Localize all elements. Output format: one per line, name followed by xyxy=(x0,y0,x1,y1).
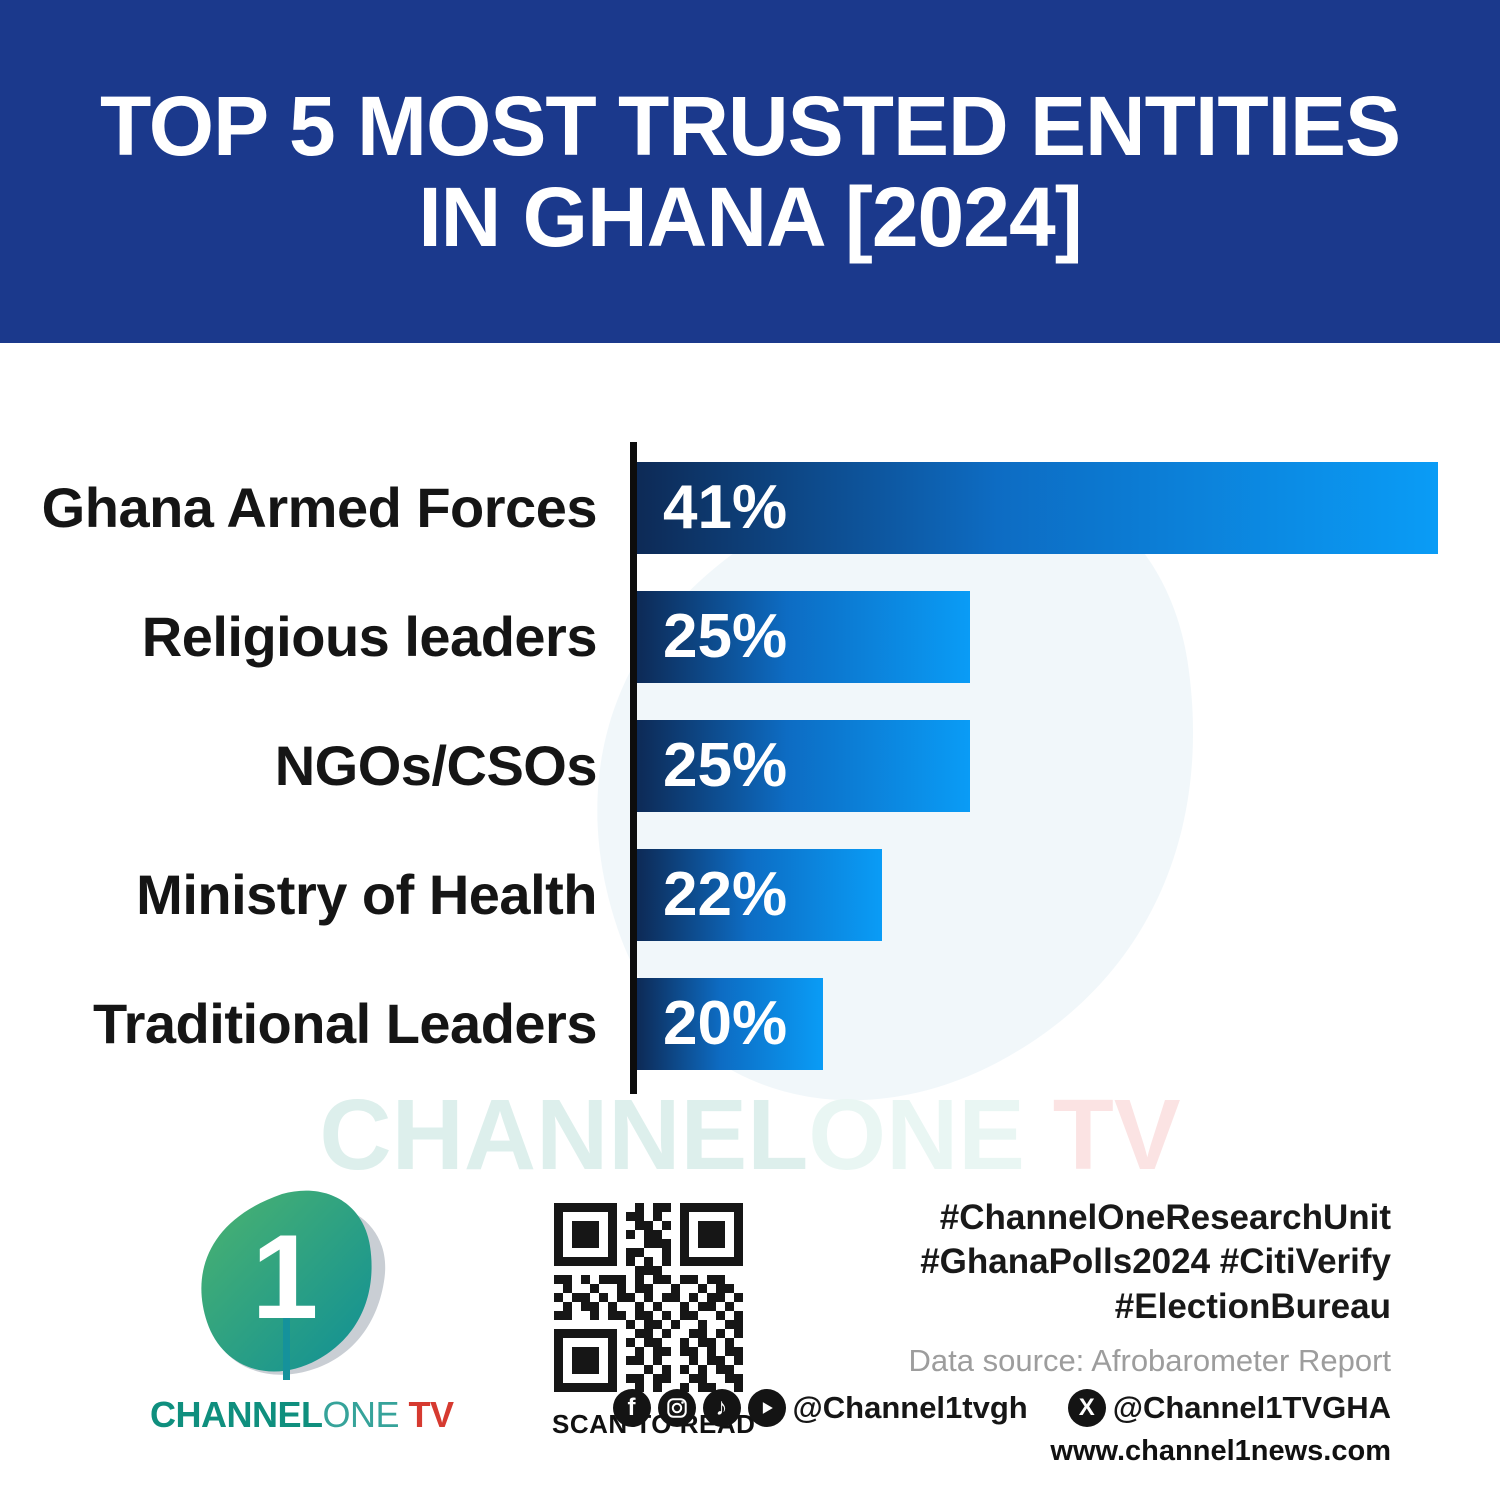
hashtag-line-1: #ChannelOneResearchUnit xyxy=(939,1198,1391,1237)
footer-right-column: #ChannelOneResearchUnit #GhanaPolls2024 … xyxy=(612,1196,1391,1468)
tiktok-icon: ♪ xyxy=(702,1389,741,1428)
header-banner: TOP 5 MOST TRUSTED ENTITIES IN GHANA [202… xyxy=(0,0,1500,343)
bar-label-religious-leaders: Religious leaders xyxy=(141,605,598,668)
handle-main: @Channel1tvgh xyxy=(792,1390,1028,1426)
bar-value: 41% xyxy=(663,473,788,542)
bar-label-ministry-of-health: Ministry of Health xyxy=(136,863,597,926)
youtube-icon xyxy=(747,1389,786,1428)
bar-chart: Ghana Armed Forces 41% Religious leaders… xyxy=(0,400,1500,1120)
watermark-tv: TV xyxy=(1025,1079,1181,1191)
svg-text:1: 1 xyxy=(252,1210,319,1344)
website-url: www.channel1news.com xyxy=(1050,1435,1391,1468)
chart-axis xyxy=(630,442,637,1094)
social-row: f ♪ @Channel1tvgh X @Channel1TVGHA xyxy=(612,1389,1391,1428)
wordmark-one: ONE xyxy=(322,1394,400,1435)
title-line-1: TOP 5 MOST TRUSTED ENTITIES xyxy=(99,78,1401,173)
qr-code xyxy=(553,1203,743,1392)
instagram-icon xyxy=(657,1389,696,1428)
watermark-one: ONE xyxy=(808,1079,1025,1191)
channel-one-logo: 1 CHANNELONE TV xyxy=(150,1180,454,1436)
x-icon: X xyxy=(1067,1389,1106,1428)
bar-value: 25% xyxy=(663,731,788,800)
bar-religious-leaders: 25% xyxy=(637,591,970,683)
page-title: TOP 5 MOST TRUSTED ENTITIES IN GHANA [202… xyxy=(99,78,1401,264)
qr-block: SCAN TO READ xyxy=(552,1203,755,1440)
bar-label-traditional-leaders: Traditional Leaders xyxy=(93,992,598,1055)
bar-label-ngos-csos: NGOs/CSOs xyxy=(274,734,598,797)
bar-value: 22% xyxy=(663,860,788,929)
facebook-icon: f xyxy=(612,1389,651,1428)
wordmark-channel: CHANNEL xyxy=(150,1394,323,1435)
title-line-2: IN GHANA [2024] xyxy=(418,169,1082,264)
bar-ministry-of-health: 22% xyxy=(637,849,882,941)
handle-x: @Channel1TVGHA xyxy=(1112,1390,1391,1426)
channel-one-wordmark: CHANNELONE TV xyxy=(150,1394,454,1436)
hashtag-line-3: #ElectionBureau xyxy=(1114,1286,1391,1326)
bar-ngos-csos: 25% xyxy=(637,720,970,812)
bar-label-ghana-armed-forces: Ghana Armed Forces xyxy=(41,476,598,539)
wordmark-tv: TV xyxy=(399,1394,455,1435)
channel-one-logo-icon: 1 xyxy=(201,1190,386,1380)
watermark-channelone-tv: CHANNELONE TV xyxy=(0,1078,1500,1193)
watermark-channel: CHANNEL xyxy=(319,1079,809,1191)
data-source-text: Data source: Afrobarometer Report xyxy=(908,1343,1391,1379)
bar-value: 25% xyxy=(663,602,788,671)
hashtag-line-2: #GhanaPolls2024 #CitiVerify xyxy=(920,1242,1391,1282)
bar-traditional-leaders: 20% xyxy=(637,978,823,1070)
bar-value: 20% xyxy=(663,989,788,1058)
bar-ghana-armed-forces: 41% xyxy=(637,462,1438,554)
